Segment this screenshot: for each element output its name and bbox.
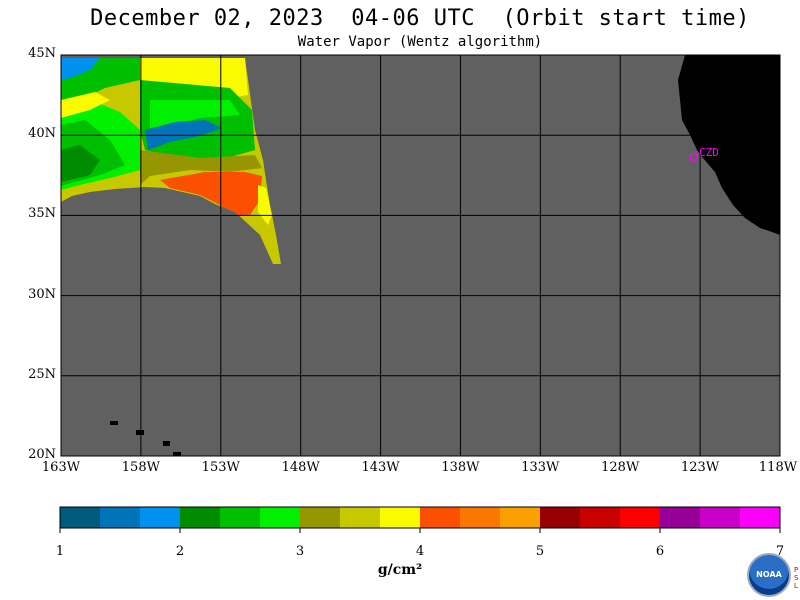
colorbar-segment	[740, 507, 781, 528]
station-marker-czd: CZD	[689, 146, 719, 162]
colorbar-segment	[100, 507, 141, 528]
noaa-logo: NOAA	[747, 553, 791, 597]
colorbar	[59, 506, 781, 533]
colorbar-segment	[660, 507, 701, 528]
hawaii-island	[173, 452, 181, 456]
colorbar-tick-label: 6	[655, 544, 665, 559]
station-label: CZD	[699, 146, 719, 159]
swath-band	[61, 145, 100, 182]
plot-frame	[60, 54, 781, 457]
latitude-label: 25N	[28, 366, 56, 382]
noaa-logo-text: NOAA	[756, 570, 782, 579]
swath-band	[160, 172, 262, 216]
longitude-label: 163W	[41, 460, 81, 475]
colorbar-segment	[420, 507, 461, 528]
swath-band	[61, 58, 100, 80]
land-masses	[110, 55, 780, 456]
colorbar-tick-label: 5	[535, 544, 545, 559]
longitude-label: 158W	[121, 460, 160, 475]
colorbar-segment	[340, 507, 381, 528]
colorbar-tick-label: 2	[175, 544, 185, 559]
colorbar-tick-label: 7	[775, 544, 785, 559]
swath-band	[140, 150, 262, 185]
colorbar-tick-label: 1	[55, 544, 65, 559]
chart-title: December 02, 2023 04-06 UTC (Orbit start…	[90, 6, 750, 31]
colorbar-segment	[140, 507, 181, 528]
latitude-label: 45N	[28, 46, 56, 61]
chart-subtitle: Water Vapor (Wentz algorithm)	[297, 34, 543, 50]
colorbar-segment	[220, 507, 261, 528]
station-dot	[689, 152, 699, 162]
longitude-label: 133W	[521, 460, 560, 475]
longitude-label: 153W	[201, 460, 240, 475]
colorbar-segment	[700, 507, 741, 528]
colorbar-segment	[580, 507, 621, 528]
latitude-label: 20N	[28, 447, 56, 462]
colorbar-segment	[540, 507, 581, 528]
longitude-label: 123W	[681, 460, 720, 475]
colorbar-segment	[60, 507, 101, 528]
longitude-label: 148W	[281, 460, 320, 475]
swath-band	[61, 92, 110, 118]
colorbar-segment	[180, 507, 221, 528]
colorbar-segment	[460, 507, 501, 528]
colorbar-tick-label: 4	[415, 544, 425, 559]
colorbar-segment	[500, 507, 541, 528]
longitude-label: 128W	[601, 460, 640, 475]
colorbar-segment	[620, 507, 661, 528]
longitude-label: 138W	[441, 460, 480, 475]
swath-band	[150, 100, 240, 128]
colorbar-segment	[260, 507, 301, 528]
colorbar-segment	[380, 507, 421, 528]
latitude-label: 35N	[28, 206, 56, 222]
colorbar-segment	[300, 507, 341, 528]
hawaii-island	[136, 430, 144, 435]
hawaii-island	[110, 421, 118, 425]
colorbar-unit: g/cm²	[377, 562, 423, 578]
latitude-label: 40N	[28, 126, 56, 142]
hawaii-island	[163, 441, 170, 446]
longitude-label: 118W	[758, 460, 798, 475]
colorbar-tick-label: 3	[295, 544, 305, 559]
longitude-label: 143W	[361, 460, 400, 475]
latitude-label: 30N	[28, 286, 56, 302]
california-coast	[678, 55, 780, 235]
